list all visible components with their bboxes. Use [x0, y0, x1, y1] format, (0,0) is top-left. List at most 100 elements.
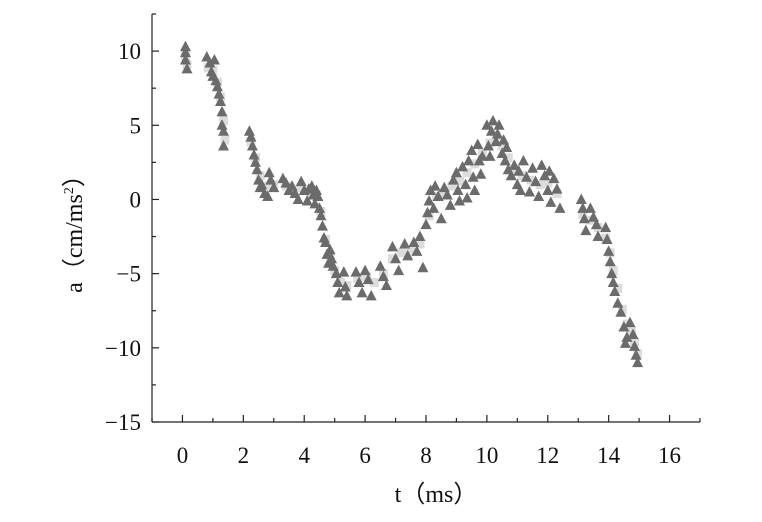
triangle-point	[216, 105, 228, 117]
square-point	[261, 181, 271, 191]
triangle-point	[606, 267, 618, 279]
triangle-point	[592, 230, 604, 242]
triangle-point	[313, 202, 325, 213]
triangle-point	[422, 206, 434, 218]
triangle-point	[402, 249, 414, 261]
triangle-point	[204, 56, 216, 68]
triangle-point	[587, 211, 599, 222]
triangle-point	[362, 273, 374, 285]
triangle-point	[263, 166, 275, 178]
square-point	[503, 153, 513, 163]
triangle-point	[216, 119, 228, 130]
triangle-point	[332, 276, 344, 288]
triangle-point	[463, 154, 475, 166]
square-point	[578, 209, 588, 219]
triangle-point	[429, 180, 441, 191]
triangle-point	[218, 125, 230, 136]
triangle-point	[577, 202, 589, 213]
triangle-point	[533, 190, 545, 201]
triangle-point	[333, 286, 345, 298]
triangle-point	[309, 197, 321, 209]
y-tick-label: −5	[117, 262, 141, 287]
triangle-point	[580, 224, 592, 236]
triangle-point	[487, 114, 499, 126]
triangle-point	[457, 160, 469, 172]
triangle-point	[450, 166, 462, 178]
triangle-point	[444, 199, 456, 210]
triangle-point	[514, 184, 526, 196]
y-axis-title-close: ）	[62, 163, 88, 187]
tick-labels: 0 2 4 6 8 10 12 14 16 10 5 0 −5 −10 −15	[105, 39, 681, 468]
triangle-point	[301, 194, 313, 206]
triangle-point	[496, 147, 508, 158]
triangle-point	[432, 190, 444, 201]
triangle-point	[476, 150, 488, 161]
x-tick-label: 14	[597, 443, 621, 468]
triangle-point	[306, 180, 318, 191]
ticks	[151, 13, 701, 423]
triangle-point	[542, 184, 554, 196]
triangle-point	[390, 252, 402, 264]
square-point	[415, 239, 425, 249]
triangle-point	[484, 150, 496, 161]
triangle-point	[447, 174, 459, 185]
triangle-point	[326, 252, 338, 264]
x-tick-label: 0	[177, 443, 189, 468]
triangle-point	[438, 181, 450, 193]
triangle-point	[420, 218, 432, 230]
triangle-point	[481, 119, 493, 130]
triangle-point	[411, 245, 423, 256]
triangle-point	[536, 159, 548, 170]
triangle-point	[505, 169, 517, 181]
square-point	[447, 181, 457, 191]
square-point	[219, 116, 229, 126]
square-point	[397, 248, 407, 258]
triangle-point	[208, 53, 220, 65]
triangle-point	[604, 255, 616, 267]
triangle-point	[520, 171, 532, 182]
triangle-point	[393, 264, 405, 276]
triangle-point	[492, 128, 504, 139]
triangle-point	[265, 174, 277, 185]
triangle-point	[475, 168, 487, 179]
y-tick-label: 5	[130, 113, 142, 138]
triangle-point	[218, 140, 230, 151]
triangle-point	[211, 80, 223, 92]
triangle-point	[377, 270, 389, 282]
triangle-point	[315, 209, 327, 221]
triangle-point	[262, 190, 274, 201]
triangle-point	[548, 172, 560, 184]
y-axis-title-superscript: 2	[62, 187, 77, 194]
triangle-point	[428, 202, 440, 213]
triangle-point	[472, 138, 484, 150]
square-point	[613, 283, 623, 293]
triangle-point	[482, 140, 494, 151]
triangle-point	[517, 154, 529, 166]
triangle-point	[414, 230, 426, 242]
triangle-point	[417, 261, 429, 273]
triangle-point	[632, 356, 644, 368]
triangle-point	[466, 144, 478, 155]
square-point	[406, 245, 416, 255]
triangle-point	[467, 171, 479, 182]
triangle-point	[215, 95, 226, 107]
triangle-point	[179, 53, 191, 65]
triangle-point	[612, 297, 624, 308]
square-point	[497, 141, 507, 151]
data-marks	[179, 40, 644, 368]
y-tick-label: −15	[105, 410, 141, 435]
triangle-point	[575, 193, 587, 204]
triangle-point	[499, 154, 511, 166]
x-tick-label: 12	[536, 443, 559, 468]
triangle-point	[356, 286, 368, 298]
triangle-point	[324, 243, 336, 255]
x-axis-title: t（ms）	[395, 482, 478, 508]
triangle-point	[508, 159, 520, 170]
triangle-point	[630, 349, 642, 360]
triangle-point	[359, 264, 371, 276]
triangle-point	[316, 220, 328, 231]
triangle-point	[341, 289, 353, 301]
triangle-point	[365, 289, 377, 301]
triangle-point	[250, 156, 262, 167]
